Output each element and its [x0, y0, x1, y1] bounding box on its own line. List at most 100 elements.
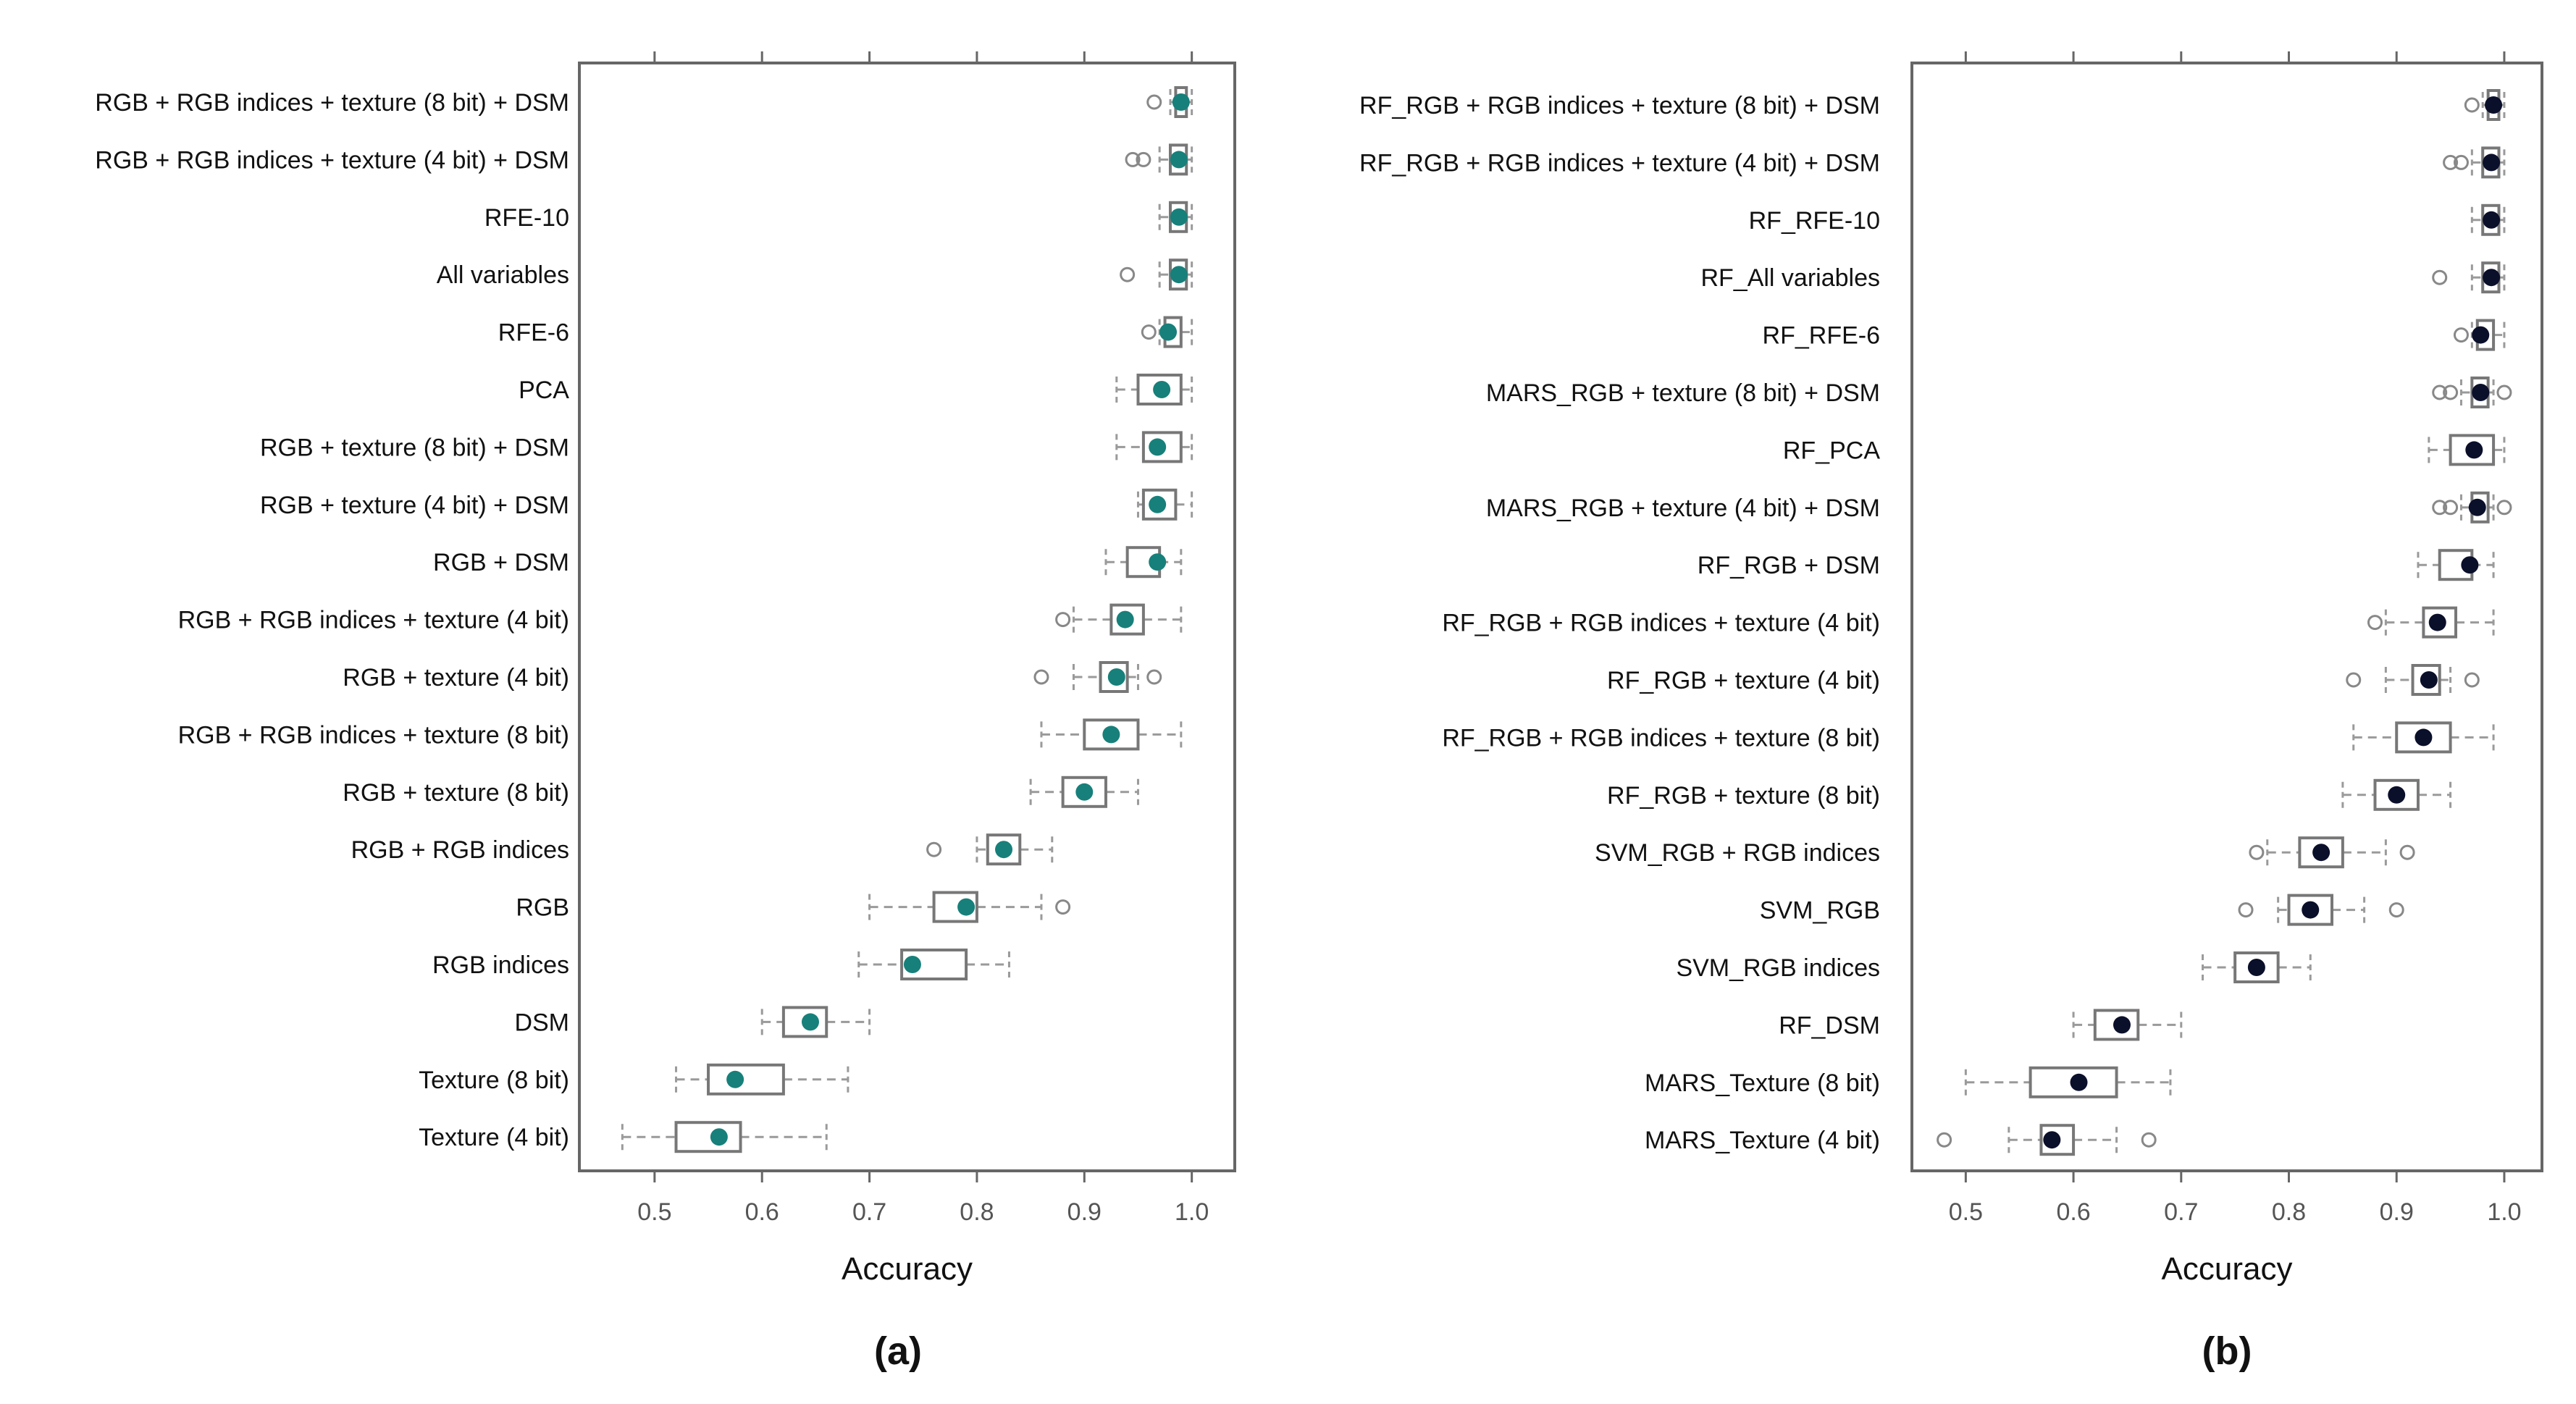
boxplot-row: RF_PCA: [1783, 434, 2506, 466]
mean-point: [2472, 384, 2490, 401]
mean-point: [1116, 610, 1134, 629]
boxplot-row: RF_RGB + texture (8 bit): [1607, 778, 2452, 811]
row-label: MARS_RGB + texture (4 bit) + DSM: [1486, 495, 1880, 522]
x-tick-label: 0.9: [2380, 1198, 2414, 1226]
outlier-point: [1125, 151, 1141, 167]
x-tick-label: 0.8: [2272, 1198, 2306, 1226]
boxplot-row: DSM: [514, 1006, 871, 1038]
outlier-point: [1146, 669, 1162, 685]
boxplot-row: MARS_Texture (8 bit): [1645, 1066, 2172, 1098]
boxplot-row: RGB + RGB indices: [351, 833, 1054, 866]
boxplot-row: RF_RFE-6: [1763, 319, 2506, 351]
outlier-point: [2464, 672, 2480, 688]
outlier-point: [2249, 844, 2265, 860]
row-label: RF_RGB + texture (4 bit): [1607, 667, 1880, 694]
row-label: RGB + texture (8 bit): [343, 779, 569, 807]
row-label: RF_RFE-6: [1763, 322, 1880, 350]
boxplot-row: RF_RGB + RGB indices + texture (4 bit) +…: [1359, 146, 2506, 179]
row-label: SVM_RGB indices: [1676, 954, 1880, 982]
panel-label: (a): [874, 1329, 922, 1373]
mean-point: [2461, 556, 2479, 574]
box-iqr: [2438, 549, 2474, 581]
outlier-point: [2399, 844, 2415, 860]
mean-point: [2388, 786, 2406, 804]
outlier-point: [2496, 384, 2512, 400]
outlier-point: [1055, 899, 1071, 915]
outlier-point: [2388, 902, 2404, 918]
outlier-point: [1033, 669, 1049, 685]
boxplot-row: RGB + texture (8 bit): [343, 775, 1139, 808]
mean-point: [1149, 495, 1167, 513]
row-label: RF_RGB + DSM: [1698, 552, 1880, 579]
mean-point: [2465, 441, 2483, 459]
outlier-point: [1120, 266, 1136, 282]
mean-point: [1149, 438, 1167, 456]
boxplot-row: RGB + DSM: [433, 546, 1183, 579]
mean-point: [1170, 208, 1188, 226]
panel-label: (b): [2202, 1329, 2252, 1373]
x-tick-label: 0.7: [2164, 1198, 2198, 1226]
mean-point: [2247, 959, 2265, 976]
row-label: RF_RGB + RGB indices + texture (8 bit) +…: [1359, 92, 1880, 119]
box-iqr: [1061, 775, 1107, 808]
row-label: MARS_Texture (4 bit): [1645, 1127, 1880, 1154]
row-label: RF_RGB + RGB indices + texture (4 bit): [1442, 610, 1880, 637]
boxplot-row: RGB: [516, 891, 1071, 923]
row-label: RGB + texture (4 bit) + DSM: [260, 492, 569, 519]
boxplot-row: MARS_RGB + texture (4 bit) + DSM: [1486, 491, 2512, 524]
outlier-point: [1136, 151, 1151, 167]
mean-point: [2468, 498, 2486, 516]
plot-frame: [1910, 62, 2543, 1172]
mean-point: [2302, 901, 2320, 919]
row-label: RGB + DSM: [433, 549, 569, 576]
mean-point: [2415, 728, 2433, 747]
row-label: RF_PCA: [1783, 437, 1880, 464]
row-label: RGB + RGB indices: [351, 836, 569, 864]
outlier-point: [2443, 154, 2459, 170]
mean-point: [1170, 266, 1188, 284]
boxplot-row: Texture (8 bit): [419, 1063, 849, 1096]
chart-panel-a: 0.5 0.6 0.7 0.8 0.9 1.0 Accuracy (a) RGB + RGB i…: [95, 51, 1236, 1373]
boxplot-row: RGB + texture (4 bit): [343, 661, 1162, 693]
outlier-point: [2432, 500, 2448, 516]
plot-frame: [578, 62, 1236, 1172]
outlier-point: [1141, 324, 1157, 340]
boxplot-row: RGB + RGB indices + texture (4 bit): [178, 603, 1183, 636]
row-label: RFE-10: [484, 204, 569, 232]
boxplot-row: SVM_RGB: [1760, 894, 2404, 926]
boxplot-row: All variables: [437, 258, 1193, 291]
x-tick-label: 0.6: [745, 1198, 779, 1226]
outlier-point: [926, 841, 942, 857]
boxplot-row: RF_All variables: [1700, 261, 2506, 294]
boxplot-row: RGB + texture (8 bit) + DSM: [260, 431, 1193, 463]
boxplot-row: RF_RGB + DSM: [1698, 549, 2495, 581]
row-label: PCA: [519, 377, 569, 404]
row-label: RGB: [516, 894, 569, 922]
mean-point: [1159, 323, 1178, 341]
outlier-point: [2453, 327, 2469, 343]
mean-point: [726, 1070, 744, 1088]
boxplot-row: SVM_RGB indices: [1676, 951, 2312, 983]
row-label: SVM_RGB: [1760, 897, 1880, 925]
outlier-point: [2464, 97, 2480, 113]
x-axis-title: Accuracy: [2162, 1251, 2293, 1287]
outlier-point: [1055, 612, 1071, 628]
outlier-point: [2432, 269, 2448, 285]
boxplot-row: RGB + texture (4 bit) + DSM: [260, 488, 1193, 521]
row-label: RGB + texture (8 bit) + DSM: [260, 434, 569, 461]
row-label: All variables: [437, 261, 569, 289]
mean-point: [2113, 1016, 2131, 1034]
boxplot-row: RF_RGB + texture (4 bit): [1607, 664, 2480, 696]
x-tick-label: 0.6: [2056, 1198, 2090, 1226]
row-label: DSM: [514, 1009, 569, 1036]
mean-point: [2483, 269, 2501, 287]
boxplot-row: MARS_RGB + texture (8 bit) + DSM: [1486, 377, 2512, 408]
mean-point: [2043, 1131, 2061, 1149]
mean-point: [2428, 613, 2446, 631]
boxplot-row: RGB + RGB indices + texture (4 bit) + DS…: [95, 143, 1193, 176]
x-tick-label: 1.0: [2487, 1198, 2521, 1226]
row-label: RFE-6: [498, 319, 569, 347]
mean-point: [957, 898, 976, 916]
boxplot-row: RFE-10: [484, 201, 1193, 233]
boxplot-row: RGB + RGB indices + texture (8 bit): [178, 718, 1183, 751]
